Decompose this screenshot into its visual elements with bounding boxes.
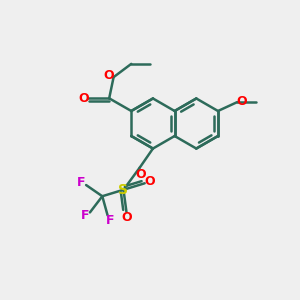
Text: O: O	[78, 92, 88, 105]
Text: F: F	[106, 214, 115, 227]
Text: O: O	[103, 69, 114, 82]
Text: F: F	[80, 209, 89, 222]
Text: O: O	[122, 211, 132, 224]
Text: O: O	[135, 168, 146, 181]
Text: O: O	[237, 95, 248, 108]
Text: F: F	[77, 176, 86, 189]
Text: S: S	[118, 183, 128, 197]
Text: O: O	[145, 175, 155, 188]
